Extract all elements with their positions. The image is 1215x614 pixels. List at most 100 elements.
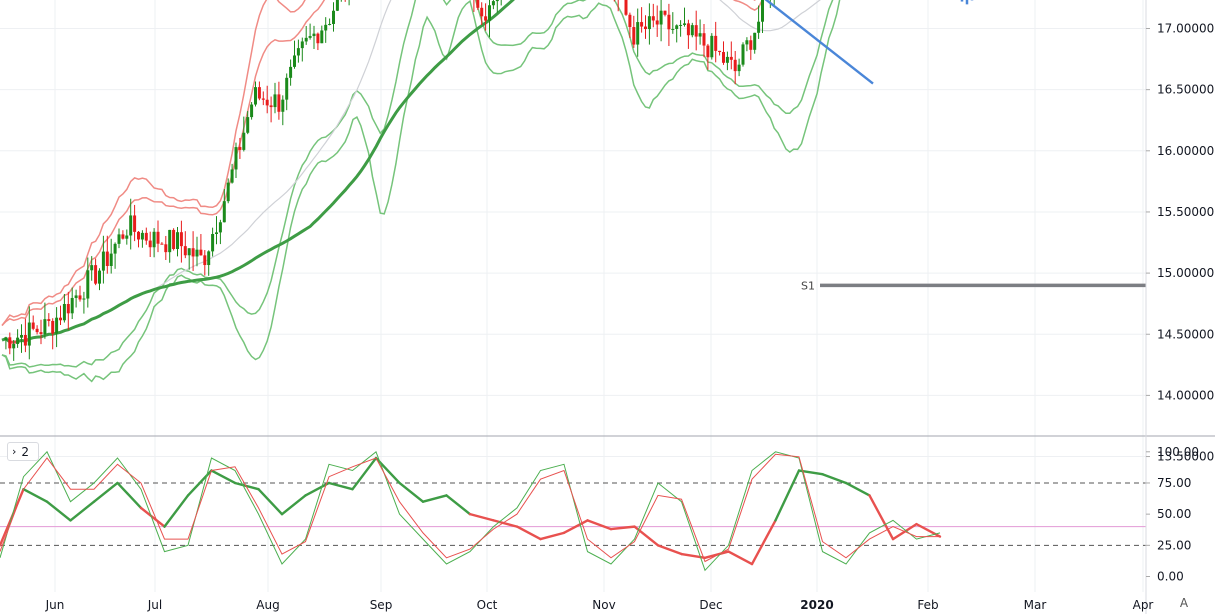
candle-up [636, 22, 640, 45]
auto-scale-button[interactable]: A [1179, 596, 1189, 610]
candle-down [651, 16, 655, 21]
candle-down [277, 94, 281, 112]
candle-up [70, 297, 74, 314]
rsi-line [233, 481, 260, 491]
candle-down [714, 35, 718, 51]
stochastic-d-line [0, 453, 940, 563]
x-tick-label: Mar [1024, 598, 1047, 612]
candle-down [644, 26, 647, 30]
rsi-line [327, 481, 354, 491]
candle-down [706, 45, 710, 58]
candle-up [495, 0, 499, 2]
candle-down [156, 231, 160, 244]
candle-up [176, 232, 179, 249]
candle-down [31, 322, 35, 329]
rsi-line [351, 456, 378, 491]
candle-up [207, 251, 211, 266]
rsi-line [22, 488, 49, 503]
candle-up [690, 25, 694, 36]
candle-up [647, 16, 651, 30]
y-tick-label: 15.00000 [1157, 266, 1214, 280]
candle-up [82, 298, 86, 300]
candle-up [62, 303, 66, 321]
candle-up [304, 37, 308, 42]
price-axis[interactable]: 13.50000 14.00000 14.50000 15.00000 15.50000… [1146, 0, 1215, 464]
candle-up [43, 319, 47, 335]
candle-up [745, 40, 749, 45]
candle-down [480, 7, 484, 17]
candle-up [250, 104, 254, 118]
candle-up [761, 0, 764, 22]
rsi-line [609, 525, 636, 531]
y-tick-label: 16.00000 [1157, 144, 1214, 158]
candle-up [741, 44, 745, 65]
candle-up [16, 337, 20, 344]
candle-up [273, 94, 277, 108]
candle-up [320, 30, 324, 44]
rsi-line [492, 519, 519, 528]
rsi-line [398, 481, 425, 503]
candle-down [137, 231, 140, 240]
time-axis[interactable]: Jun Jul Aug Sep Oct Nov Dec 2020 Feb Mar Apr [45, 598, 1154, 612]
indicator-axis[interactable]: 100.00 75.00 50.00 25.00 0.00 [1146, 445, 1199, 584]
candle-down [39, 332, 43, 335]
candle-up [671, 28, 675, 30]
candle-up [659, 10, 663, 25]
candle-down [66, 303, 70, 314]
candle-down [663, 10, 667, 15]
y-tick-label: 14.50000 [1157, 327, 1214, 341]
candle-down [269, 105, 273, 108]
rsi-line [727, 550, 754, 566]
candle-up [98, 270, 101, 284]
candle-up [218, 222, 222, 233]
candle-up [324, 24, 328, 31]
candle-up [332, 10, 335, 24]
pane-toggle-button[interactable]: › 2 [7, 442, 39, 461]
candle-down [484, 16, 488, 21]
candle-down [172, 229, 176, 249]
candle-up [222, 201, 226, 223]
candle-down [160, 243, 164, 245]
candle-down [199, 249, 203, 256]
rsi-line [69, 500, 96, 522]
rsi-line [280, 494, 307, 516]
x-tick-label: Sep [370, 598, 393, 612]
candle-up [293, 55, 296, 67]
x-tick-label: Nov [592, 598, 615, 612]
rsi-line [45, 500, 72, 522]
candle-down [686, 23, 690, 36]
candle-down [179, 232, 183, 247]
candle-up [335, 0, 339, 11]
candle-up [242, 132, 246, 150]
candle-down [624, 0, 628, 15]
candle-up [187, 248, 191, 256]
rsi-line [186, 469, 213, 497]
candle-down [164, 244, 168, 253]
rsi-line [257, 488, 284, 516]
candle-up [285, 77, 289, 100]
y-tick-label: 14.00000 [1157, 388, 1214, 402]
candle-down [722, 52, 725, 63]
candle-up [725, 56, 729, 63]
candle-down [35, 328, 39, 333]
y-tick-label: 0.00 [1157, 570, 1184, 584]
bollinger-upper-outer [1, 0, 756, 326]
price-pane[interactable]: R1R1R1PS1S1 [0, 0, 1146, 383]
candle-up [226, 182, 230, 202]
indicator-pane[interactable] [0, 450, 1146, 572]
rsi-line [868, 494, 895, 541]
candle-down [729, 56, 733, 60]
grid [0, 0, 1146, 592]
rsi-line [562, 519, 589, 535]
candle-down [47, 319, 51, 321]
rsi-line [116, 481, 143, 510]
candle-up [281, 99, 285, 112]
rsi-line [163, 494, 190, 528]
stochastic-k-line [0, 450, 941, 572]
candle-up [296, 48, 300, 56]
candle-down [694, 25, 698, 37]
candle-down [183, 246, 187, 256]
rsi-line [586, 519, 613, 531]
candle-down [238, 147, 242, 150]
